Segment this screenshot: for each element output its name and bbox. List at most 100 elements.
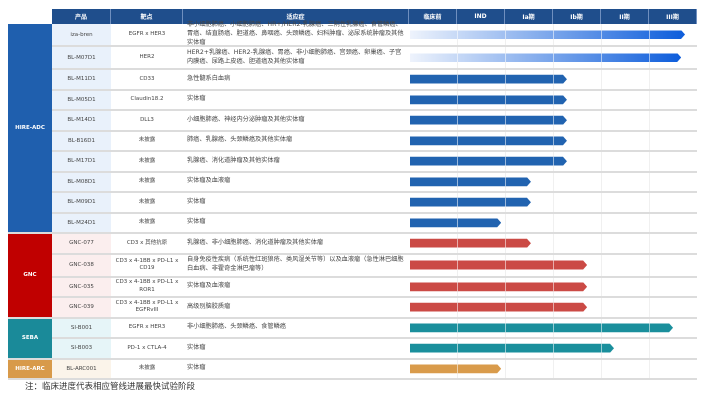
target: 未披露 — [138, 198, 156, 205]
stage-separator — [553, 303, 554, 312]
indication: 肺癌、乳腺癌、头颈鳞癌及其他实体瘤 — [187, 136, 293, 144]
progress-bar — [410, 218, 501, 227]
phase-divider — [649, 339, 650, 358]
stage-separator — [457, 177, 458, 186]
stage-separator — [553, 323, 554, 332]
phase-track — [409, 152, 697, 171]
phase-divider — [505, 359, 506, 378]
indication: 非小细胞肺癌、头颈鳞癌、食管鳞癌 — [187, 323, 286, 331]
phase-track — [409, 111, 697, 130]
target: CD33 — [139, 75, 155, 82]
phase-divider — [649, 298, 650, 317]
stage-separator — [649, 53, 650, 62]
progress-bar — [410, 116, 567, 125]
stage-separator — [457, 30, 458, 39]
indication: 实体瘤及血液瘤 — [187, 177, 231, 185]
table-row: BL-M05D1 Claudin18.2 实体瘤 — [52, 90, 697, 111]
target: CD3 x 4-1BB x PD-L1 x EGFRvIII — [115, 299, 179, 314]
phase-track — [409, 298, 697, 317]
stage-separator — [457, 95, 458, 104]
stage-separator — [457, 303, 458, 312]
phase-divider — [601, 359, 602, 378]
phase-track — [409, 254, 697, 276]
phase-divider — [649, 90, 650, 109]
phase-divider — [649, 213, 650, 232]
product-name: BL-M05D1 — [52, 90, 111, 109]
product-name: BL-M08D1 — [52, 172, 111, 191]
target: CD3 x 4-1BB x PD-L1 x CD19 — [115, 257, 179, 271]
product-name: BL-B16D1 — [52, 131, 111, 150]
progress-bar — [410, 323, 673, 332]
stage-separator — [505, 303, 506, 312]
stage-separator — [457, 198, 458, 207]
indication: 乳腺癌、消化道肿瘤及其他实体瘤 — [187, 156, 280, 164]
phase-track — [409, 339, 697, 358]
stage-separator — [553, 116, 554, 125]
stage-separator — [601, 53, 602, 62]
header-5: Ia期 — [505, 9, 553, 24]
phase-divider — [601, 172, 602, 191]
target: CD3 x 4-1BB x PD-L1 x ROR1 — [115, 279, 179, 293]
phase-track — [409, 172, 697, 191]
product-name: iza-bren — [52, 24, 111, 45]
product-name: GNC-035 — [52, 277, 111, 296]
header-6: Ib期 — [553, 9, 601, 24]
phase-divider — [505, 213, 506, 232]
header-1: 靶点 — [111, 9, 183, 24]
phase-divider — [601, 70, 602, 89]
phase-divider — [553, 172, 554, 191]
indication: 高级别脑胶质瘤 — [187, 302, 231, 310]
stage-separator — [457, 323, 458, 332]
phase-divider — [649, 111, 650, 130]
progress-bar — [410, 136, 567, 145]
product-name: BL-M14D1 — [52, 111, 111, 130]
stage-separator — [505, 136, 506, 145]
stage-separator — [457, 261, 458, 270]
table-row: GNC-035 CD3 x 4-1BB x PD-L1 x ROR1 实体瘤及血… — [52, 277, 697, 298]
table-row: BL-B16D1 未披露 肺癌、乳腺癌、头颈鳞癌及其他实体瘤 — [52, 131, 697, 152]
phase-divider — [649, 131, 650, 150]
phase-divider — [553, 213, 554, 232]
target: HER2 — [139, 53, 155, 60]
stage-separator — [505, 177, 506, 186]
product-name: BL-ARC001 — [52, 359, 111, 378]
progress-bar — [410, 344, 614, 353]
phase-divider — [553, 193, 554, 212]
indication: 实体瘤 — [187, 343, 206, 351]
phase-track — [409, 24, 697, 45]
stage-separator — [505, 30, 506, 39]
footnote: 注：临床进度代表相应管线进展最快试验阶段 — [25, 382, 196, 392]
table-row: BL-M08D1 未披露 实体瘤及血液瘤 — [52, 172, 697, 193]
stage-separator — [553, 261, 554, 270]
stage-separator — [505, 344, 506, 353]
phase-track — [409, 131, 697, 150]
table-row: SI-B003 PD-1 x CTLA-4 实体瘤 — [52, 339, 697, 360]
stage-separator — [649, 30, 650, 39]
phase-divider — [601, 131, 602, 150]
stage-separator — [553, 30, 554, 39]
stage-separator — [505, 95, 506, 104]
platform-group: SEBA — [8, 318, 52, 360]
header-0: 产品 — [52, 9, 111, 24]
phase-divider — [553, 234, 554, 253]
stage-separator — [505, 53, 506, 62]
target: 未披露 — [138, 219, 156, 226]
phase-divider — [601, 277, 602, 296]
stage-separator — [457, 364, 458, 373]
stage-separator — [457, 218, 458, 227]
indication: 实体瘤及血液瘤 — [187, 282, 231, 290]
phase-divider — [601, 90, 602, 109]
platform-group: GNC — [8, 234, 52, 319]
stage-separator — [553, 282, 554, 291]
target: DLL3 — [140, 116, 154, 123]
progress-bar — [410, 364, 501, 373]
stage-separator — [457, 75, 458, 84]
product-name: BL-M17D1 — [52, 152, 111, 171]
header-4: IND — [457, 9, 505, 24]
stage-separator — [553, 53, 554, 62]
target: 未披露 — [138, 157, 156, 164]
stage-separator — [505, 261, 506, 270]
stage-separator — [457, 53, 458, 62]
table-row: GNC-038 CD3 x 4-1BB x PD-L1 x CD19 自身免疫性… — [52, 254, 697, 278]
stage-separator — [505, 323, 506, 332]
